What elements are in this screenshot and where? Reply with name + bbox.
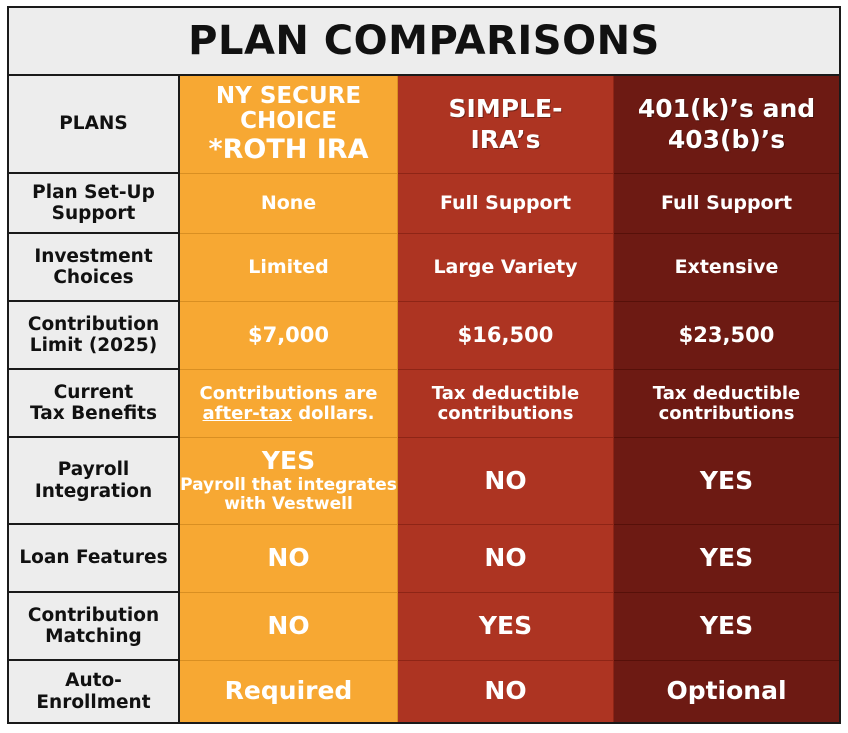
cell-plan3-tax-line2: contributions [658,402,795,424]
header-plan1-line2: CHOICE [240,108,337,135]
header-plan2-line2: IRA’s [470,124,541,154]
row-label-line: Matching [45,626,142,647]
cell-plan2-setup: Full Support [398,174,614,234]
row-label-line: Plan Set-Up [32,181,155,203]
cell-plan1-tax-line2: after-tax dollars. [202,402,375,424]
header-plan-401k-403b: 401(k)’s and 403(b)’s [614,76,839,174]
cell-plan3-setup: Full Support [614,174,839,234]
row-label-line: Integration [34,480,153,502]
cell-plan1-tax-line1: Contributions are [199,382,378,404]
cell-plan1-setup: None [180,174,398,234]
row-label-line: Investment [34,245,153,267]
header-plan-simple-ira: SIMPLE- IRA’s [398,76,614,174]
row-label-auto-enrollment: Auto- Enrollment [9,661,180,722]
cell-plan3-limit: $23,500 [614,302,839,370]
row-label-line: Enrollment [36,691,151,713]
row-label-line: Support [51,203,136,224]
cell-plan1-tax-suffix: dollars. [292,402,375,424]
comparison-table: PLAN COMPARISONS PLANS NY SECURE CHOICE … [7,6,841,724]
cell-plan1-loan: NO [180,525,398,593]
header-plan3-line2: 403(b)’s [667,124,786,154]
row-label-contribution-limit: Contribution Limit (2025) [9,302,180,370]
cell-plan2-auto-enrollment: NO [398,661,614,722]
row-label-line: Tax Benefits [29,403,158,424]
cell-plan1-auto-enrollment: Required [180,661,398,722]
cell-plan2-tax: Tax deductible contributions [398,370,614,438]
cell-plan2-loan: NO [398,525,614,593]
header-plan1-line1: NY SECURE [215,82,362,109]
cell-plan3-tax: Tax deductible contributions [614,370,839,438]
row-label-line: Auto- [65,670,122,692]
page-title: PLAN COMPARISONS [9,8,839,76]
row-label-line: Contribution [27,604,160,626]
cell-plan1-matching: NO [180,593,398,661]
cell-plan2-limit: $16,500 [398,302,614,370]
cell-plan2-investment: Large Variety [398,234,614,302]
cell-plan1-payroll-sub1: Payroll that integrates [180,474,397,495]
cell-plan1-investment: Limited [180,234,398,302]
table-grid: PLANS NY SECURE CHOICE *ROTH IRA SIMPLE-… [9,76,839,722]
cell-plan3-matching: YES [614,593,839,661]
cell-plan2-tax-line2: contributions [437,402,574,424]
cell-plan1-limit: $7,000 [180,302,398,370]
row-label-line: Limit (2025) [29,335,158,356]
row-label-payroll-integration: Payroll Integration [9,438,180,525]
cell-plan1-tax: Contributions are after-tax dollars. [180,370,398,438]
row-label-line: Loan Features [19,547,168,569]
row-label-loan-features: Loan Features [9,525,180,593]
header-plan3-line1: 401(k)’s and [637,94,816,123]
underlined-after-tax: after-tax [202,402,293,424]
header-plan2-line1: SIMPLE- [448,94,563,123]
header-label-text: PLANS [59,113,128,135]
row-label-line: Current [53,381,134,403]
header-label-plans: PLANS [9,76,180,174]
cell-plan3-investment: Extensive [614,234,839,302]
header-plan1-line3: *ROTH IRA [208,134,369,166]
row-label-line: Choices [53,267,134,288]
row-label-tax-benefits: Current Tax Benefits [9,370,180,438]
row-label-plan-setup-support: Plan Set-Up Support [9,174,180,234]
row-label-line: Payroll [57,459,130,481]
cell-plan1-payroll: YES Payroll that integrates with Vestwel… [180,438,398,525]
row-label-contribution-matching: Contribution Matching [9,593,180,661]
cell-plan2-matching: YES [398,593,614,661]
row-label-investment-choices: Investment Choices [9,234,180,302]
cell-plan1-payroll-value: YES [261,446,316,476]
cell-plan2-payroll: NO [398,438,614,525]
cell-plan3-loan: YES [614,525,839,593]
header-plan-ny-secure-choice: NY SECURE CHOICE *ROTH IRA [180,76,398,174]
cell-plan1-payroll-sub2: with Vestwell [224,494,353,515]
cell-plan2-tax-line1: Tax deductible [431,382,580,404]
cell-plan3-auto-enrollment: Optional [614,661,839,722]
cell-plan3-tax-line1: Tax deductible [652,382,801,404]
row-label-line: Contribution [27,313,160,335]
cell-plan3-payroll: YES [614,438,839,525]
